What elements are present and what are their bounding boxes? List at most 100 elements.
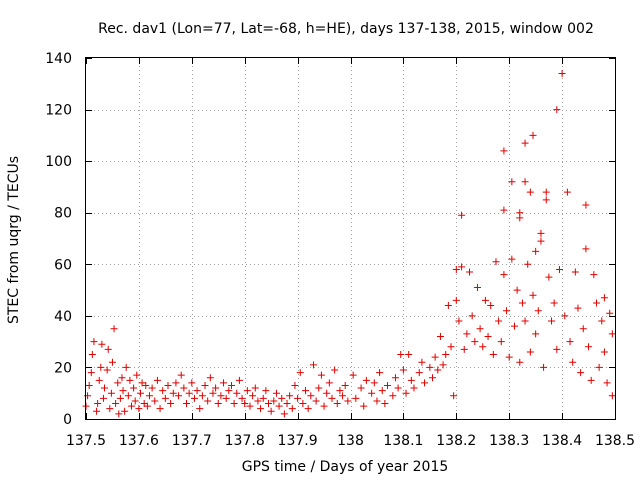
data-point <box>118 374 126 382</box>
data-point <box>548 317 556 325</box>
data-point <box>394 384 402 392</box>
data-point <box>135 405 143 413</box>
data-point <box>159 387 167 395</box>
data-point <box>399 366 407 374</box>
data-point <box>532 330 540 338</box>
data-point <box>590 271 598 279</box>
data-point <box>246 402 254 410</box>
data-point <box>566 338 574 346</box>
data-point <box>582 245 590 253</box>
data-point <box>88 351 96 359</box>
data-point <box>526 188 534 196</box>
data-point <box>452 265 460 273</box>
data-point <box>265 400 273 408</box>
data-point <box>198 392 206 400</box>
data-point <box>241 400 249 408</box>
x-tick-label: 137.9 <box>278 433 318 449</box>
data-point <box>302 387 310 395</box>
data-point <box>510 322 518 330</box>
data-point <box>183 400 191 408</box>
data-point <box>450 392 458 400</box>
data-point <box>230 400 238 408</box>
data-point <box>257 405 265 413</box>
data-point <box>463 330 471 338</box>
data-point <box>204 397 212 405</box>
data-point <box>349 371 357 379</box>
data-point <box>238 394 246 402</box>
data-point <box>130 384 138 392</box>
data-point <box>368 389 376 397</box>
data-point <box>524 260 532 268</box>
x-tick-label: 137.5 <box>66 433 106 449</box>
data-point <box>336 387 344 395</box>
data-point <box>415 369 423 377</box>
data-point <box>251 384 259 392</box>
data-point <box>553 345 561 353</box>
data-point <box>529 291 537 299</box>
data-point <box>121 407 129 415</box>
data-point <box>283 400 291 408</box>
data-point <box>397 351 405 359</box>
data-point <box>267 407 275 415</box>
data-point <box>167 400 175 408</box>
data-point <box>452 296 460 304</box>
data-point <box>153 376 161 384</box>
data-point <box>270 397 278 405</box>
data-point <box>381 400 389 408</box>
data-point <box>532 247 540 255</box>
data-point <box>127 402 135 410</box>
data-point <box>553 106 561 114</box>
data-point <box>579 325 587 333</box>
data-point <box>225 387 233 395</box>
data-point <box>94 400 102 408</box>
data-point <box>107 389 115 397</box>
data-point <box>209 389 217 397</box>
data-point <box>505 353 513 361</box>
data-point <box>161 394 169 402</box>
x-tick-label: 138.5 <box>595 433 635 449</box>
data-point <box>325 379 333 387</box>
x-tick-label: 138.3 <box>489 433 529 449</box>
data-point <box>148 384 156 392</box>
data-point <box>164 381 172 389</box>
data-point <box>460 345 468 353</box>
data-point <box>550 299 558 307</box>
grid <box>86 58 615 419</box>
data-point <box>421 379 429 387</box>
data-point <box>608 392 616 400</box>
data-point <box>357 384 365 392</box>
data-point <box>196 405 204 413</box>
data-point <box>569 358 577 366</box>
data-point <box>466 268 474 276</box>
data-point <box>124 392 132 400</box>
data-point <box>582 201 590 209</box>
data-point <box>489 351 497 359</box>
data-point <box>275 402 283 410</box>
data-point <box>280 410 288 418</box>
data-point <box>106 405 114 413</box>
axis-ticks <box>86 58 616 420</box>
data-point <box>484 332 492 340</box>
data-point <box>352 394 360 402</box>
data-point <box>458 263 466 271</box>
data-point <box>587 376 595 384</box>
x-tick-label: 137.6 <box>119 433 159 449</box>
y-tick-label: 40 <box>54 309 72 325</box>
x-tick-label: 138 <box>337 433 364 449</box>
y-tick-label: 120 <box>45 103 72 119</box>
data-point <box>518 299 526 307</box>
y-tick-label: 60 <box>54 257 72 273</box>
y-tick-labels: 0 20 40 60 80 100 120 140 <box>45 51 72 428</box>
data-point <box>339 392 347 400</box>
data-point <box>333 400 341 408</box>
data-point <box>220 379 228 387</box>
data-point <box>516 214 524 222</box>
data-point <box>291 381 299 389</box>
data-point <box>534 307 542 315</box>
data-point <box>571 268 579 276</box>
data-point <box>444 302 452 310</box>
data-point <box>521 139 529 147</box>
y-tick-label: 100 <box>45 154 72 170</box>
data-point <box>471 338 479 346</box>
